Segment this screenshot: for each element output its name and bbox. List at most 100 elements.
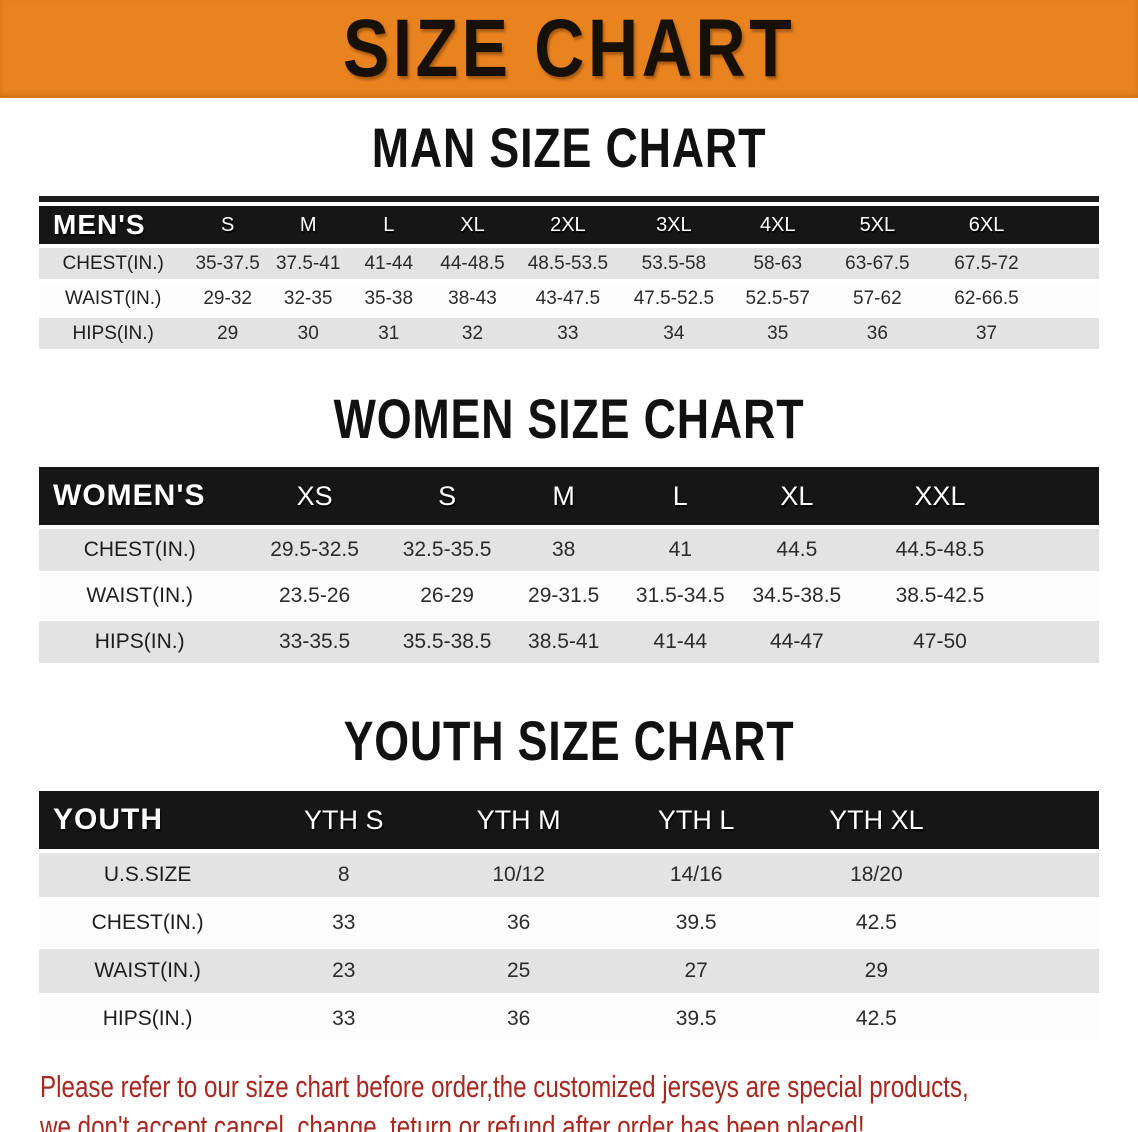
table-row: HIPS(IN.) 33 36 39.5 42.5 xyxy=(39,997,1099,1041)
value-cell: 44.5 xyxy=(738,529,856,571)
column-header: 6XL xyxy=(927,206,1046,244)
row-label-cell: CHEST(IN.) xyxy=(39,529,241,571)
value-cell: 32 xyxy=(429,318,516,349)
youth-group-label: YOUTH xyxy=(39,791,257,849)
value-cell: 23 xyxy=(256,949,432,993)
table-row: WAIST(IN.) 23.5-26 26-29 29-31.5 31.5-34.5 34… xyxy=(39,575,1099,617)
youth-size-table: YOUTH YTH S YTH M YTH L YTH XL U.S.SIZE 8 10/12… xyxy=(39,787,1099,1045)
table-row: WAIST(IN.) 29-32 32-35 35-38 38-43 43-47.5 47.… xyxy=(39,283,1099,314)
column-header: 2XL xyxy=(515,206,620,244)
value-cell: 33-35.5 xyxy=(240,621,389,663)
value-cell: 33 xyxy=(515,318,620,349)
column-header: 5XL xyxy=(827,206,928,244)
men-size-table: MEN'S S M L XL 2XL 3XL 4XL 5XL 6XL CHEST(IN.) 35-37… xyxy=(39,196,1099,353)
page-title: SIZE CHART xyxy=(342,3,796,94)
value-cell: 32.5-35.5 xyxy=(388,529,506,571)
value-cell: 29 xyxy=(187,318,268,349)
row-pad xyxy=(966,853,1099,897)
footer-note: Please refer to our size chart before or… xyxy=(40,1067,1138,1132)
women-section-heading: WOMEN SIZE CHART xyxy=(333,387,805,450)
men-size-chart-section: MEN'S S M L XL 2XL 3XL 4XL 5XL 6XL CHEST(IN.) 35-37… xyxy=(0,196,1138,353)
value-cell: 31 xyxy=(348,318,430,349)
column-header: L xyxy=(621,467,739,525)
value-cell: 34.5-38.5 xyxy=(738,575,856,617)
youth-size-chart-section: YOUTH YTH S YTH M YTH L YTH XL U.S.SIZE 8 10/12… xyxy=(0,787,1138,1045)
column-header: YTH S xyxy=(256,791,432,849)
youth-header-row: YOUTH YTH S YTH M YTH L YTH XL xyxy=(39,791,1099,849)
row-label-cell: HIPS(IN.) xyxy=(39,621,241,663)
value-cell: 52.5-57 xyxy=(727,283,828,314)
value-cell: 29 xyxy=(786,949,967,993)
value-cell: 62-66.5 xyxy=(927,283,1046,314)
value-cell: 30 xyxy=(267,318,349,349)
value-cell: 8 xyxy=(256,853,432,897)
value-cell: 44.5-48.5 xyxy=(855,529,1025,571)
column-header: 4XL xyxy=(727,206,828,244)
column-header: YTH L xyxy=(606,791,787,849)
value-cell: 35 xyxy=(727,318,828,349)
table-row: U.S.SIZE 8 10/12 14/16 18/20 xyxy=(39,853,1099,897)
value-cell: 41 xyxy=(621,529,739,571)
value-cell: 33 xyxy=(256,901,432,945)
row-label-cell: WAIST(IN.) xyxy=(39,949,257,993)
column-header: S xyxy=(388,467,506,525)
value-cell: 36 xyxy=(431,997,607,1041)
row-pad xyxy=(1024,575,1099,617)
value-cell: 43-47.5 xyxy=(515,283,620,314)
value-cell: 35.5-38.5 xyxy=(388,621,506,663)
footer-note-line1: Please refer to our size chart before or… xyxy=(40,1069,969,1104)
women-size-chart-section: WOMEN'S XS S M L XL XXL CHEST(IN.) 29.5-32.5 32.5… xyxy=(0,463,1138,667)
row-pad xyxy=(1024,529,1099,571)
table-row: CHEST(IN.) 33 36 39.5 42.5 xyxy=(39,901,1099,945)
value-cell: 37.5-41 xyxy=(267,248,349,279)
men-section-heading: MAN SIZE CHART xyxy=(371,116,767,179)
value-cell: 39.5 xyxy=(606,901,787,945)
banner: SIZE CHART xyxy=(0,0,1138,98)
row-label-cell: HIPS(IN.) xyxy=(39,318,188,349)
column-header: M xyxy=(267,206,349,244)
column-header: S xyxy=(187,206,268,244)
value-cell: 26-29 xyxy=(388,575,506,617)
value-cell: 41-44 xyxy=(621,621,739,663)
value-cell: 44-47 xyxy=(738,621,856,663)
table-row: CHEST(IN.) 35-37.5 37.5-41 41-44 44-48.5 48.5… xyxy=(39,248,1099,279)
value-cell: 10/12 xyxy=(431,853,607,897)
value-cell: 29-32 xyxy=(187,283,268,314)
header-pad xyxy=(966,791,1099,849)
row-pad xyxy=(1045,283,1099,314)
value-cell: 37 xyxy=(927,318,1046,349)
value-cell: 14/16 xyxy=(606,853,787,897)
column-header: XL xyxy=(429,206,516,244)
value-cell: 47.5-52.5 xyxy=(619,283,728,314)
row-label-cell: WAIST(IN.) xyxy=(39,575,241,617)
value-cell: 32-35 xyxy=(267,283,349,314)
value-cell: 53.5-58 xyxy=(619,248,728,279)
header-pad xyxy=(1045,206,1099,244)
row-label-cell: CHEST(IN.) xyxy=(39,248,188,279)
table-row: HIPS(IN.) 29 30 31 32 33 34 35 36 37 xyxy=(39,318,1099,349)
table-row: HIPS(IN.) 33-35.5 35.5-38.5 38.5-41 41-44 44-… xyxy=(39,621,1099,663)
women-size-table: WOMEN'S XS S M L XL XXL CHEST(IN.) 29.5-32.5 32.5… xyxy=(39,463,1099,667)
table-row: WAIST(IN.) 23 25 27 29 xyxy=(39,949,1099,993)
value-cell: 58-63 xyxy=(727,248,828,279)
value-cell: 63-67.5 xyxy=(827,248,928,279)
value-cell: 33 xyxy=(256,997,432,1041)
column-header: 3XL xyxy=(619,206,728,244)
row-pad xyxy=(966,901,1099,945)
table-row: CHEST(IN.) 29.5-32.5 32.5-35.5 38 41 44.5 44.5… xyxy=(39,529,1099,571)
value-cell: 42.5 xyxy=(786,901,967,945)
youth-section-heading: YOUTH SIZE CHART xyxy=(343,709,795,772)
value-cell: 34 xyxy=(619,318,728,349)
value-cell: 42.5 xyxy=(786,997,967,1041)
footer-note-line2: we don't accept cancel, change, teturn o… xyxy=(40,1109,865,1132)
value-cell: 41-44 xyxy=(348,248,430,279)
value-cell: 27 xyxy=(606,949,787,993)
row-pad xyxy=(1045,318,1099,349)
row-label-cell: CHEST(IN.) xyxy=(39,901,257,945)
column-header: XXL xyxy=(855,467,1025,525)
column-header: YTH M xyxy=(431,791,607,849)
value-cell: 36 xyxy=(431,901,607,945)
women-group-label: WOMEN'S xyxy=(39,467,241,525)
value-cell: 57-62 xyxy=(827,283,928,314)
value-cell: 29-31.5 xyxy=(505,575,622,617)
